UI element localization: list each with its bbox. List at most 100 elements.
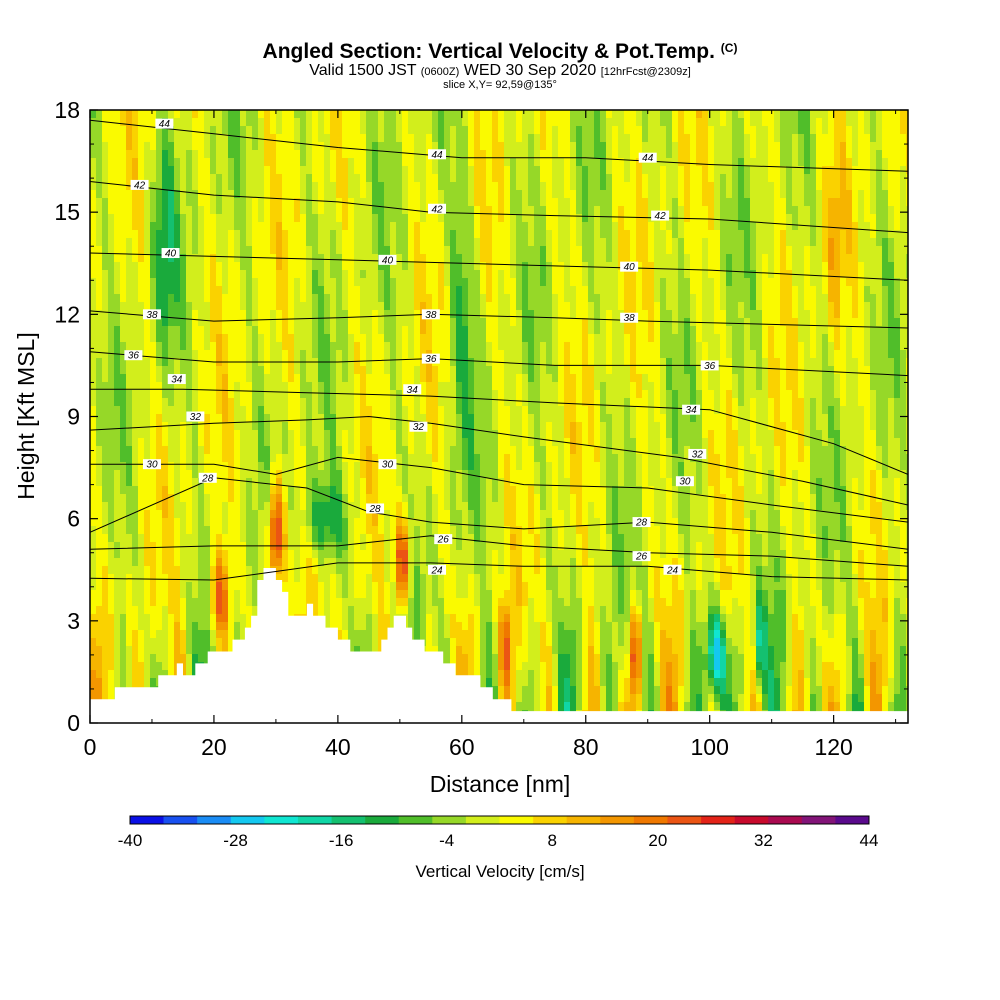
velocity-cell bbox=[570, 358, 577, 367]
velocity-cell bbox=[510, 126, 517, 135]
velocity-cell bbox=[684, 286, 691, 295]
velocity-cell bbox=[534, 342, 541, 351]
velocity-cell bbox=[264, 142, 271, 151]
velocity-cell bbox=[732, 238, 739, 247]
velocity-cell bbox=[618, 198, 625, 207]
velocity-cell bbox=[108, 278, 115, 287]
velocity-cell bbox=[300, 326, 307, 335]
velocity-cell bbox=[900, 206, 907, 215]
velocity-cell bbox=[432, 110, 439, 119]
velocity-cell bbox=[414, 374, 421, 383]
velocity-cell bbox=[636, 334, 643, 343]
velocity-cell bbox=[564, 302, 571, 311]
velocity-cell bbox=[834, 134, 841, 143]
velocity-cell bbox=[324, 206, 331, 215]
velocity-cell bbox=[432, 142, 439, 151]
velocity-cell bbox=[294, 310, 301, 319]
velocity-cell bbox=[372, 342, 379, 351]
velocity-cell bbox=[654, 238, 661, 247]
velocity-cell bbox=[462, 158, 469, 167]
velocity-cell bbox=[108, 390, 115, 399]
velocity-cell bbox=[738, 318, 745, 327]
velocity-cell bbox=[636, 286, 643, 295]
velocity-cell bbox=[258, 318, 265, 327]
velocity-cell bbox=[306, 142, 313, 151]
velocity-cell bbox=[822, 190, 829, 199]
velocity-cell bbox=[402, 182, 409, 191]
velocity-cell bbox=[168, 366, 175, 375]
velocity-cell bbox=[420, 262, 427, 271]
velocity-cell bbox=[438, 166, 445, 175]
velocity-cell bbox=[672, 254, 679, 263]
velocity-cell bbox=[534, 382, 541, 391]
velocity-cell bbox=[648, 206, 655, 215]
velocity-cell bbox=[126, 230, 133, 239]
velocity-cell bbox=[732, 246, 739, 255]
velocity-cell bbox=[420, 294, 427, 303]
velocity-cell bbox=[294, 286, 301, 295]
velocity-cell bbox=[720, 134, 727, 143]
velocity-cell bbox=[522, 238, 529, 247]
velocity-cell bbox=[486, 342, 493, 351]
velocity-cell bbox=[438, 286, 445, 295]
velocity-cell bbox=[102, 206, 109, 215]
velocity-cell bbox=[198, 334, 205, 343]
velocity-cell bbox=[168, 302, 175, 311]
velocity-cell bbox=[294, 278, 301, 287]
velocity-cell bbox=[318, 302, 325, 311]
velocity-cell bbox=[822, 222, 829, 231]
velocity-cell bbox=[300, 126, 307, 135]
velocity-cell bbox=[318, 142, 325, 151]
velocity-cell bbox=[432, 182, 439, 191]
velocity-cell bbox=[492, 374, 499, 383]
velocity-cell bbox=[516, 302, 523, 311]
velocity-cell bbox=[354, 166, 361, 175]
velocity-cell bbox=[204, 118, 211, 127]
velocity-cell bbox=[396, 318, 403, 327]
velocity-cell bbox=[444, 326, 451, 335]
velocity-cell bbox=[822, 390, 829, 399]
velocity-cell bbox=[294, 134, 301, 143]
velocity-cell bbox=[318, 126, 325, 135]
velocity-cell bbox=[96, 206, 103, 215]
velocity-cell bbox=[186, 110, 193, 119]
velocity-cell bbox=[252, 174, 259, 183]
velocity-cell bbox=[612, 166, 619, 175]
velocity-cell bbox=[294, 342, 301, 351]
velocity-cell bbox=[594, 238, 601, 247]
velocity-cell bbox=[402, 278, 409, 287]
velocity-cell bbox=[276, 158, 283, 167]
velocity-cell bbox=[840, 390, 847, 399]
velocity-cell bbox=[468, 318, 475, 327]
velocity-cell bbox=[690, 374, 697, 383]
velocity-cell bbox=[762, 182, 769, 191]
velocity-cell bbox=[744, 286, 751, 295]
velocity-cell bbox=[126, 254, 133, 263]
velocity-cell bbox=[300, 310, 307, 319]
velocity-cell bbox=[552, 254, 559, 263]
velocity-cell bbox=[654, 334, 661, 343]
velocity-cell bbox=[588, 174, 595, 183]
velocity-cell bbox=[366, 238, 373, 247]
velocity-cell bbox=[858, 198, 865, 207]
velocity-cell bbox=[840, 286, 847, 295]
velocity-cell bbox=[600, 302, 607, 311]
velocity-cell bbox=[90, 326, 97, 335]
velocity-cell bbox=[642, 126, 649, 135]
velocity-cell bbox=[102, 350, 109, 359]
velocity-cell bbox=[312, 390, 319, 399]
velocity-cell bbox=[306, 326, 313, 335]
velocity-cell bbox=[360, 126, 367, 135]
velocity-cell bbox=[762, 358, 769, 367]
velocity-cell bbox=[828, 278, 835, 287]
velocity-cell bbox=[660, 382, 667, 391]
velocity-cell bbox=[612, 262, 619, 271]
velocity-cell bbox=[558, 366, 565, 375]
velocity-cell bbox=[522, 286, 529, 295]
velocity-cell bbox=[732, 302, 739, 311]
velocity-cell bbox=[636, 110, 643, 119]
velocity-cell bbox=[360, 310, 367, 319]
velocity-cell bbox=[216, 390, 223, 399]
velocity-cell bbox=[258, 174, 265, 183]
velocity-cell bbox=[420, 334, 427, 343]
